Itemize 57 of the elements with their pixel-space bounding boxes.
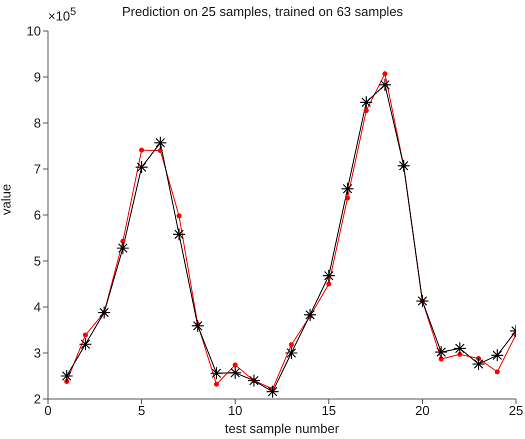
point bbox=[135, 160, 148, 174]
y-tick-label: 3 bbox=[34, 346, 41, 361]
x-axis-title: test sample number bbox=[224, 421, 340, 436]
point bbox=[116, 242, 130, 255]
point bbox=[214, 382, 219, 387]
y-tick-label: 9 bbox=[34, 70, 41, 85]
point bbox=[210, 366, 224, 380]
point bbox=[494, 369, 500, 374]
point bbox=[322, 269, 336, 282]
point bbox=[326, 282, 332, 286]
y-tick-label: 5 bbox=[34, 254, 41, 269]
y-tick-label: 10 bbox=[26, 24, 41, 39]
y-tick-label: 6 bbox=[34, 208, 41, 223]
point bbox=[154, 136, 167, 150]
x-tick-label: 25 bbox=[508, 403, 524, 418]
point bbox=[191, 319, 204, 332]
point bbox=[288, 342, 294, 348]
point bbox=[98, 306, 111, 320]
chart-title: Prediction on 25 samples, trained on 63 samples bbox=[122, 4, 404, 19]
point bbox=[60, 369, 74, 383]
y-tick-label: 4 bbox=[34, 300, 41, 315]
point bbox=[158, 148, 163, 154]
point bbox=[382, 71, 388, 76]
point bbox=[416, 294, 429, 308]
point bbox=[397, 159, 410, 172]
point bbox=[453, 342, 466, 355]
y-tick-label: 2 bbox=[34, 392, 41, 407]
point bbox=[172, 228, 186, 241]
text: ×10$^{5}$ bbox=[48, 6, 76, 24]
point bbox=[78, 338, 92, 351]
point bbox=[247, 374, 260, 388]
point bbox=[232, 362, 238, 368]
point bbox=[228, 366, 242, 380]
point bbox=[345, 195, 350, 200]
point bbox=[434, 346, 448, 359]
point bbox=[139, 148, 144, 153]
x-tick-label: 20 bbox=[415, 403, 430, 418]
point bbox=[176, 213, 182, 218]
point bbox=[304, 308, 317, 322]
point bbox=[82, 332, 88, 338]
point bbox=[438, 356, 444, 362]
y-tick-label: 7 bbox=[34, 162, 41, 177]
x-tick-label: 5 bbox=[138, 403, 146, 418]
point bbox=[364, 108, 369, 114]
y-tick-label: 8 bbox=[34, 116, 41, 131]
point bbox=[120, 238, 126, 244]
point bbox=[340, 182, 354, 196]
x-tick-label: 10 bbox=[228, 403, 242, 418]
y-axis-title: value bbox=[0, 184, 14, 215]
point bbox=[266, 385, 280, 398]
x-tick-label: 15 bbox=[322, 403, 336, 418]
point bbox=[360, 96, 373, 109]
point bbox=[472, 357, 486, 371]
point bbox=[284, 346, 298, 360]
x-tick-label: 0 bbox=[44, 403, 52, 418]
point bbox=[378, 78, 392, 92]
point bbox=[490, 348, 504, 362]
